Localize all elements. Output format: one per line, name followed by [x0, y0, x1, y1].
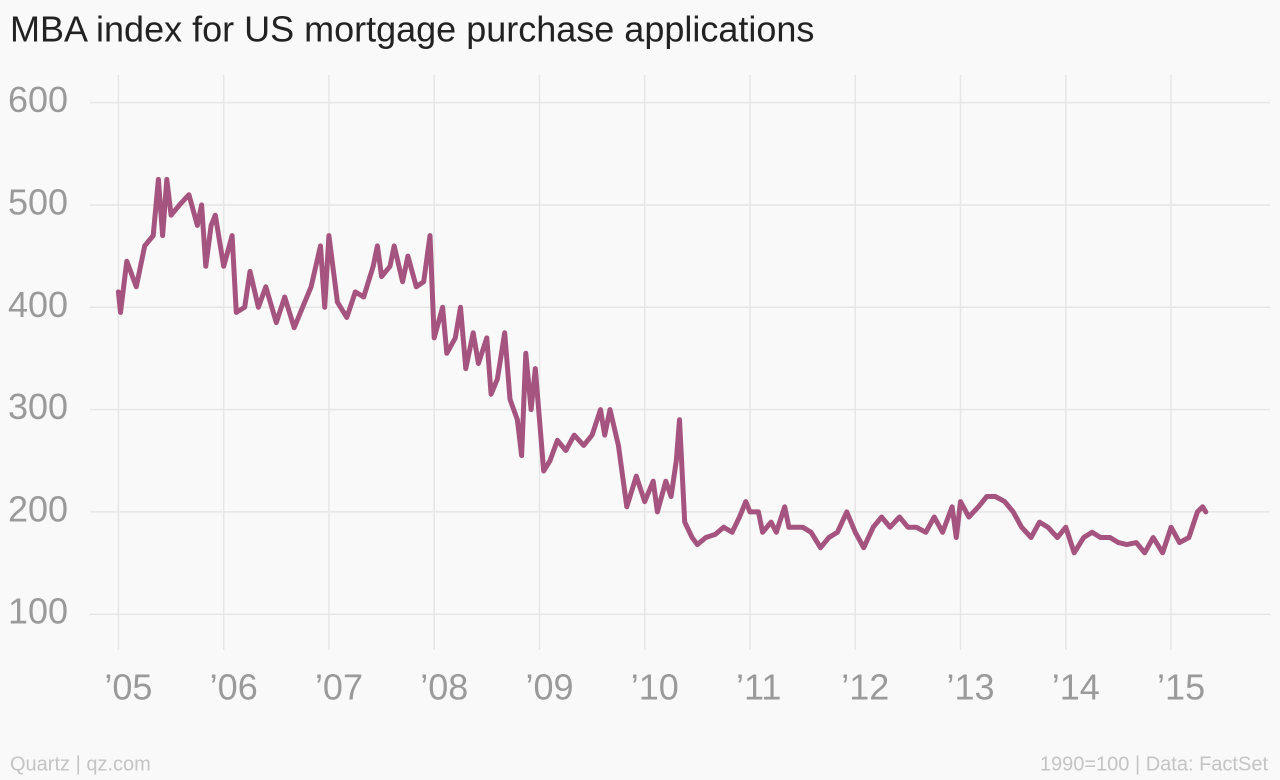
y-tick-label: 300	[8, 386, 68, 427]
x-tick-label: ’13	[947, 667, 995, 708]
x-tick-label: ’15	[1157, 667, 1205, 708]
x-tick-label: ’07	[315, 667, 363, 708]
y-tick-label: 200	[8, 488, 68, 529]
y-tick-label: 600	[8, 79, 68, 120]
note: 1990=100 | Data: FactSet	[1040, 753, 1269, 775]
y-tick-label: 500	[8, 181, 68, 222]
x-tick-label: ’08	[420, 667, 468, 708]
chart-title: MBA index for US mortgage purchase appli…	[10, 9, 814, 50]
y-tick-label: 400	[8, 284, 68, 325]
x-tick-label: ’12	[841, 667, 889, 708]
data-line	[115, 176, 1209, 556]
y-tick-label: 100	[8, 591, 68, 632]
source: Quartz | qz.com	[10, 753, 151, 775]
x-tick-label: ’10	[631, 667, 679, 708]
x-tick-label: ’14	[1052, 667, 1100, 708]
x-tick-label: ’11	[736, 667, 781, 708]
x-tick-label: ’05	[104, 667, 152, 708]
x-tick-label: ’06	[210, 667, 258, 708]
x-tick-label: ’09	[525, 667, 573, 708]
